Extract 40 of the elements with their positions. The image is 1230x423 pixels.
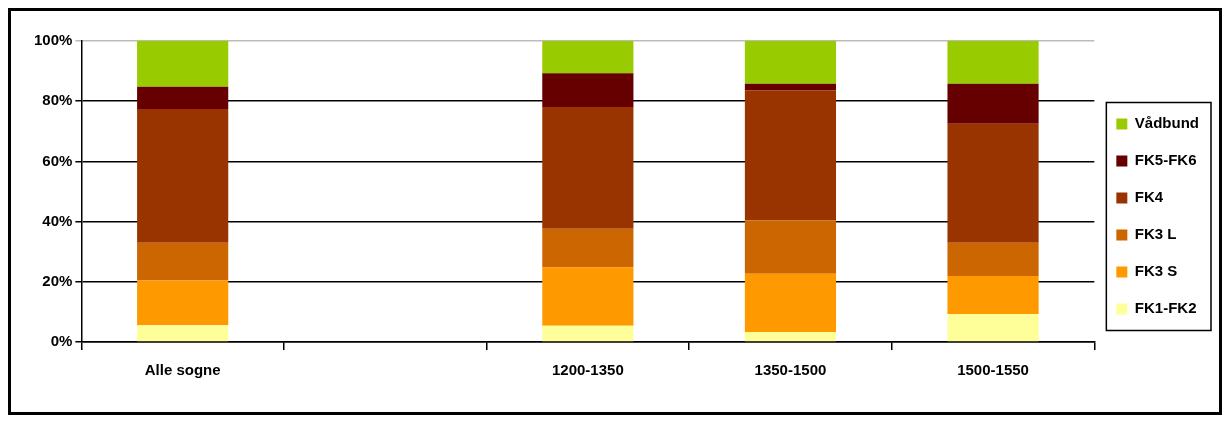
- y-tick-label: 0%: [50, 332, 73, 350]
- bar: [542, 106, 634, 229]
- bar: [947, 276, 1039, 315]
- bar: [542, 267, 634, 326]
- bar: [137, 41, 229, 87]
- bar: [744, 332, 837, 342]
- bar: [542, 73, 634, 107]
- bar: [542, 41, 634, 74]
- legend-label: FK5-FK6: [1134, 151, 1197, 169]
- y-tick-label: 100%: [33, 31, 73, 49]
- x-tick-label: Alle sogne: [144, 361, 221, 379]
- bar: [744, 83, 837, 91]
- legend-label: FK4: [1134, 188, 1164, 206]
- bar: [542, 325, 634, 342]
- bar: [137, 242, 229, 281]
- bar: [947, 41, 1039, 84]
- bar: [744, 90, 837, 221]
- legend-label: FK3 L: [1134, 225, 1177, 243]
- bar: [744, 220, 837, 274]
- bar: [137, 86, 229, 110]
- bar: [137, 325, 229, 342]
- x-tick-label: 1200-1350: [551, 361, 624, 379]
- y-tick-label: 60%: [42, 151, 73, 169]
- bar: [744, 273, 837, 333]
- bar: [137, 109, 229, 243]
- legend-label: FK1-FK2: [1134, 299, 1197, 317]
- x-tick-label: 1500-1550: [957, 361, 1029, 379]
- bar: [137, 280, 229, 326]
- bar: [744, 41, 837, 84]
- bar: [947, 314, 1039, 342]
- x-tick-label: 1350-1500: [754, 361, 827, 379]
- y-tick-label: 40%: [42, 211, 73, 229]
- bar: [947, 242, 1039, 277]
- y-tick-label: 20%: [42, 271, 73, 289]
- legend-label: Vådbund: [1134, 114, 1200, 132]
- legend-label: FK3 S: [1134, 262, 1178, 280]
- bar: [947, 123, 1039, 243]
- y-tick-label: 80%: [42, 91, 73, 109]
- bar: [947, 83, 1039, 124]
- bar: [542, 228, 634, 268]
